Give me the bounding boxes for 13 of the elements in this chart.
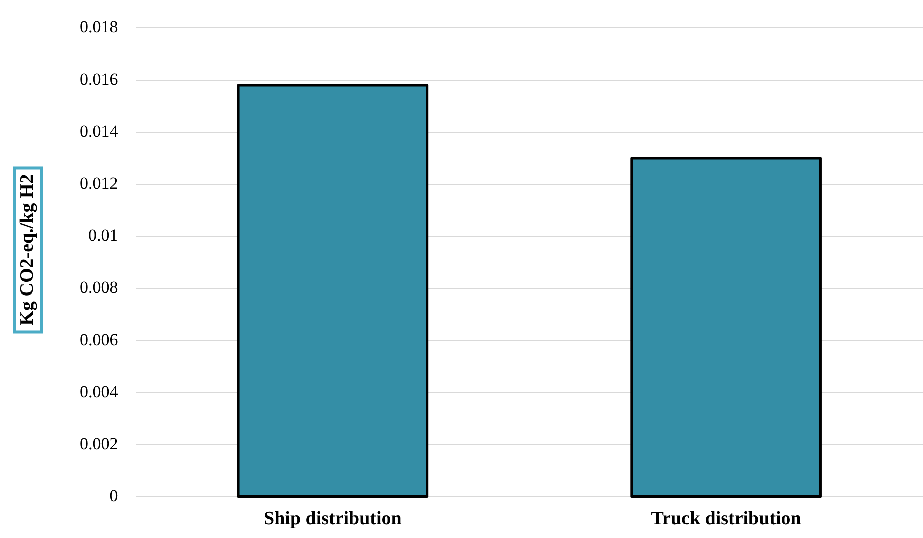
y-tick-label: 0	[110, 486, 118, 506]
x-tick-label: Truck distribution	[651, 508, 802, 530]
y-tick-label: 0.014	[80, 122, 119, 141]
y-tick-label: 0.016	[80, 70, 118, 89]
y-tick-label: 0.012	[80, 174, 118, 193]
y-tick-label: 0.01	[88, 226, 118, 246]
x-tick-label: Ship distribution	[264, 508, 402, 530]
y-tick-label: 0.004	[80, 382, 119, 402]
y-axis-title: Kg CO2-eq./kg H2	[13, 166, 43, 334]
y-tick-label: 0.008	[80, 278, 118, 298]
y-tick-label: 0.018	[80, 18, 118, 37]
y-tick-label: 0.006	[80, 330, 118, 350]
y-tick-label: 0.002	[80, 434, 118, 454]
